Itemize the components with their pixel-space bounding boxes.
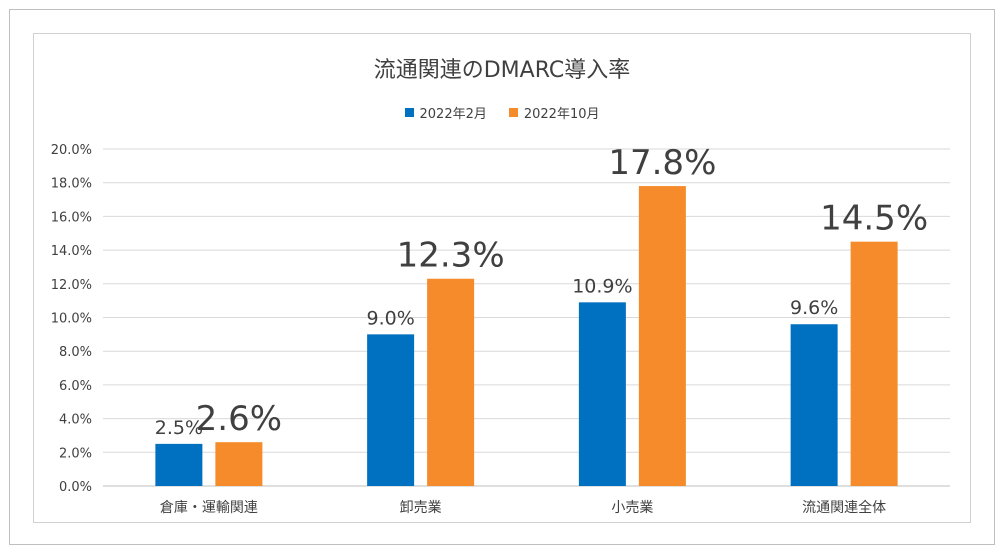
x-category-label: 卸売業 xyxy=(400,500,442,516)
legend-label-series-2: 2022年10月 xyxy=(523,107,600,122)
data-label-series-2: 12.3% xyxy=(397,236,505,276)
y-tick-label: 10.0% xyxy=(51,312,92,327)
y-tick-label: 20.0% xyxy=(51,143,92,158)
y-tick-label: 18.0% xyxy=(51,177,92,192)
y-tick-label: 16.0% xyxy=(51,210,92,225)
legend-swatch-series-2 xyxy=(508,108,518,117)
legend: 2022年2月 2022年10月 xyxy=(0,103,1004,122)
bar-series-2 xyxy=(427,278,475,486)
chart-title: 流通関連のDMARC導入率 xyxy=(373,58,631,83)
bar-series-1 xyxy=(790,324,838,486)
legend-swatch-series-1 xyxy=(404,108,414,117)
y-tick-label: 6.0% xyxy=(59,379,92,394)
bar-series-2 xyxy=(215,442,263,486)
data-label-series-2: 2.6% xyxy=(196,399,282,439)
bar-series-1 xyxy=(578,302,626,486)
legend-item-series-1: 2022年2月 xyxy=(404,103,487,122)
x-category-label: 倉庫・運輸関連 xyxy=(160,499,258,516)
y-tick-label: 4.0% xyxy=(59,413,92,428)
legend-item-series-2: 2022年10月 xyxy=(508,103,600,122)
data-label-series-2: 14.5% xyxy=(820,199,928,239)
y-tick-label: 0.0% xyxy=(59,480,92,495)
bar-series-2 xyxy=(638,186,686,486)
y-tick-label: 8.0% xyxy=(59,345,92,360)
x-category-label: 流通関連全体 xyxy=(802,499,886,516)
x-category-label: 小売業 xyxy=(611,500,653,516)
y-tick-label: 2.0% xyxy=(59,446,92,461)
bar-series-2 xyxy=(850,241,898,486)
y-tick-label: 14.0% xyxy=(51,244,92,259)
y-tick-label: 12.0% xyxy=(51,278,92,293)
data-label-series-1: 9.6% xyxy=(790,297,838,319)
data-label-series-1: 9.0% xyxy=(366,307,414,329)
data-label-series-1: 10.9% xyxy=(572,275,632,297)
data-label-series-1: 2.5% xyxy=(155,417,203,439)
legend-label-series-1: 2022年2月 xyxy=(419,107,487,122)
data-label-series-2: 17.8% xyxy=(608,143,716,183)
bar-series-1 xyxy=(155,443,203,486)
bar-series-1 xyxy=(367,334,415,486)
